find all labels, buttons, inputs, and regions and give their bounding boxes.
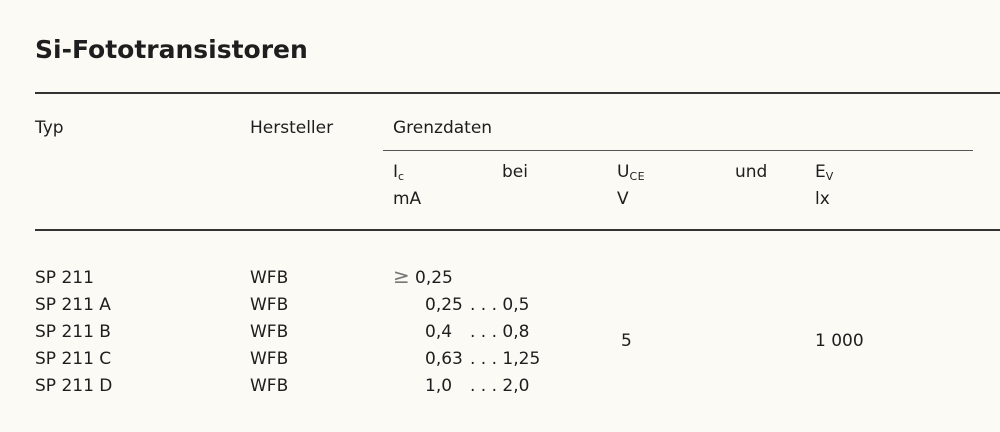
- col-header-und: und: [735, 162, 768, 182]
- row-typ: SP 211: [35, 268, 94, 288]
- col-unit-ev: lx: [815, 189, 830, 209]
- col-unit-ic: mA: [393, 189, 422, 209]
- header-rule: [35, 229, 1000, 231]
- col-unit-uce: V: [617, 189, 629, 209]
- row-hersteller: WFB: [250, 322, 289, 342]
- row-ic-min: 0,25: [415, 268, 453, 288]
- row-hersteller: WFB: [250, 268, 289, 288]
- col-header-ev: EV: [815, 162, 834, 183]
- uce-value: 5: [621, 331, 632, 351]
- col-header-hersteller: Hersteller: [250, 118, 334, 138]
- row-ic-min: 0,25: [425, 295, 463, 315]
- col-header-ic: Ic: [393, 162, 405, 183]
- row-typ: SP 211 C: [35, 349, 112, 369]
- ev-value: 1 000: [815, 331, 864, 351]
- page-title: Si-Fototransistoren: [35, 35, 308, 64]
- row-ic-max: . . . 1,25: [470, 349, 541, 369]
- row-ic-max: . . . 0,8: [470, 322, 530, 342]
- row-ic-max: . . . 2,0: [470, 376, 530, 396]
- top-rule: [35, 92, 1000, 94]
- col-header-typ: Typ: [35, 118, 64, 138]
- row-hersteller: WFB: [250, 349, 289, 369]
- grenzdaten-rule: [383, 150, 973, 151]
- row-hersteller: WFB: [250, 295, 289, 315]
- row-ic-min: 1,0: [425, 376, 453, 396]
- col-header-uce: UCE: [617, 162, 646, 183]
- row-hersteller: WFB: [250, 376, 289, 396]
- row-ic-min: 0,63: [425, 349, 463, 369]
- row-ic-max: . . . 0,5: [470, 295, 530, 315]
- row-typ: SP 211 D: [35, 376, 113, 396]
- row-typ: SP 211 B: [35, 322, 111, 342]
- row-ic-min: 0,4: [425, 322, 453, 342]
- col-header-grenzdaten: Grenzdaten: [393, 118, 493, 138]
- greater-equal-symbol: ≥: [393, 264, 410, 288]
- row-typ: SP 211 A: [35, 295, 111, 315]
- col-header-bei: bei: [502, 162, 528, 182]
